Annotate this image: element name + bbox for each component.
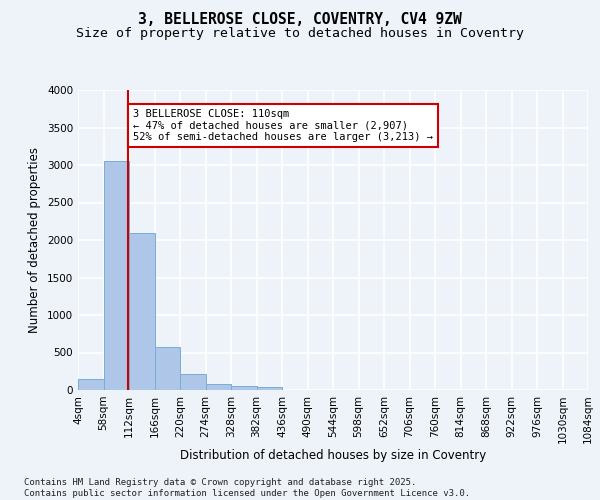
- Bar: [104, 161, 129, 390]
- Text: 3, BELLEROSE CLOSE, COVENTRY, CV4 9ZW: 3, BELLEROSE CLOSE, COVENTRY, CV4 9ZW: [138, 12, 462, 28]
- Bar: [257, 387, 282, 390]
- Bar: [231, 386, 257, 390]
- Bar: [180, 374, 205, 390]
- Text: 3 BELLEROSE CLOSE: 110sqm
← 47% of detached houses are smaller (2,907)
52% of se: 3 BELLEROSE CLOSE: 110sqm ← 47% of detac…: [133, 109, 433, 142]
- Text: Contains HM Land Registry data © Crown copyright and database right 2025.
Contai: Contains HM Land Registry data © Crown c…: [24, 478, 470, 498]
- X-axis label: Distribution of detached houses by size in Coventry: Distribution of detached houses by size …: [180, 449, 486, 462]
- Text: Size of property relative to detached houses in Coventry: Size of property relative to detached ho…: [76, 28, 524, 40]
- Bar: [78, 379, 104, 390]
- Y-axis label: Number of detached properties: Number of detached properties: [28, 147, 41, 333]
- Bar: [129, 232, 155, 390]
- Bar: [155, 346, 180, 390]
- Bar: [206, 384, 231, 390]
